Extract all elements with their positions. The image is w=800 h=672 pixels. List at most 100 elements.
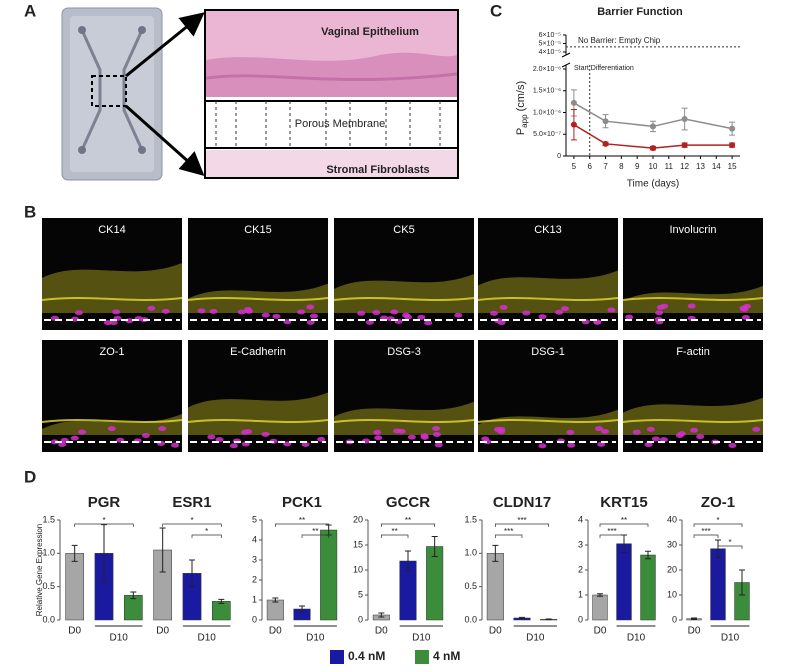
stain-band (478, 270, 618, 313)
significance-label: *** (504, 527, 513, 536)
nucleus (560, 306, 569, 312)
stain-band (188, 392, 328, 435)
legend-label: 4 nM (433, 649, 460, 663)
error-bar (218, 598, 225, 604)
error-bar (405, 550, 411, 572)
nucleus (317, 436, 326, 442)
stain-line (477, 419, 619, 423)
nucleus (78, 429, 87, 435)
y-tick-label: 0 (672, 614, 677, 624)
x-tick-label: 13 (696, 162, 705, 171)
error-bar (71, 544, 78, 562)
error-bar (597, 593, 603, 597)
y-tick-label: 4 (252, 534, 257, 544)
significance-label: *** (517, 516, 526, 525)
nucleus (171, 442, 180, 448)
bar-charts: Relative Gene Expression PGR 0.0 0.5 1.0 1.5… (35, 494, 750, 664)
x-tick-label: 15 (728, 162, 737, 171)
nucleus (655, 310, 664, 316)
significance-label: * (190, 516, 193, 525)
y-tick-label: 0.5 (464, 581, 477, 591)
error-bar (691, 617, 697, 620)
error-bar (739, 569, 745, 596)
nucleus (690, 427, 699, 433)
nucleus (309, 313, 318, 319)
data-point (729, 142, 736, 149)
nucleus (161, 308, 170, 314)
micrograph (42, 218, 182, 330)
nucleus (393, 428, 402, 434)
y-tick-label: 2 (578, 564, 583, 574)
y-tick-label: 0.5 (42, 581, 55, 591)
nucleus (112, 309, 121, 315)
nucleus (538, 314, 547, 320)
y-axis-label: Relative Gene Expression (35, 524, 44, 617)
legend-swatch (330, 650, 344, 664)
bar (266, 599, 284, 621)
significance-bracket (380, 523, 436, 527)
significance-bracket (274, 523, 330, 527)
micrograph (623, 218, 763, 330)
error-bar (299, 605, 305, 613)
nucleus (261, 431, 270, 437)
significance-label: *** (607, 527, 616, 536)
panel-letter: C (490, 1, 502, 20)
y-tick-label: 1.5 (42, 514, 55, 524)
tissue-label: Porous Membrane (295, 118, 386, 130)
error-bar (492, 544, 499, 562)
annotation: Start Differentiation (574, 65, 634, 72)
stain-label: CK15 (244, 224, 272, 236)
stain-label: CK13 (534, 224, 562, 236)
stain-label: ZO-1 (99, 346, 124, 358)
stain-line (41, 297, 183, 301)
stain-band (623, 397, 763, 435)
nucleus (50, 439, 59, 445)
chart-title: PCK1 (282, 494, 322, 511)
significance-label: * (102, 516, 105, 525)
nucleus (597, 441, 606, 447)
y-tick-label: 0 (578, 614, 583, 624)
data-point (650, 123, 656, 130)
stain-label: CK14 (98, 224, 126, 236)
nucleus (301, 442, 310, 448)
group-label: D10 (526, 633, 545, 644)
nucleus (424, 320, 433, 326)
group-label: D10 (109, 633, 128, 644)
nucleus (656, 304, 665, 310)
y-tick-label: 5 (358, 589, 363, 599)
error-bar (378, 612, 385, 618)
panel-letter: A (24, 1, 36, 20)
group-label: D10 (306, 633, 325, 644)
error-bar (159, 527, 166, 573)
nucleus (209, 308, 218, 314)
nucleus (306, 304, 315, 310)
y-tick-label: 0 (358, 614, 363, 624)
group-label: D0 (375, 626, 388, 637)
nucleus (593, 319, 602, 325)
error-bar (130, 591, 137, 600)
significance-label: ** (299, 516, 305, 525)
chart-title: GCCR (386, 494, 430, 511)
error-bar (519, 616, 525, 620)
panel-letter: D (24, 467, 36, 486)
nucleus (454, 312, 463, 318)
nucleus (522, 310, 531, 316)
bar (710, 548, 726, 621)
line-chart: Barrier Function 0 5.0×10⁻⁷ 1.0×10⁻⁶ 1.5×10⁻… (515, 6, 740, 190)
tissue-illustration: Vaginal Epithelium Porous Membrane Strom… (204, 9, 459, 179)
micrograph (188, 340, 328, 452)
chart-title: KRT15 (600, 494, 648, 511)
error-bar (645, 550, 651, 560)
nucleus (497, 429, 506, 435)
nucleus (752, 426, 761, 432)
nucleus (417, 314, 426, 320)
y-label-main: P (515, 128, 527, 135)
significance-bracket (693, 534, 719, 538)
group-label: D0 (594, 626, 607, 637)
micrograph (42, 340, 182, 452)
stain-label: DSG-1 (531, 346, 565, 358)
x-tick-label: 9 (635, 162, 640, 171)
y-tick-label: 10 (667, 589, 677, 599)
significance-label: *** (701, 527, 710, 536)
x-tick-label: 5 (572, 162, 577, 171)
